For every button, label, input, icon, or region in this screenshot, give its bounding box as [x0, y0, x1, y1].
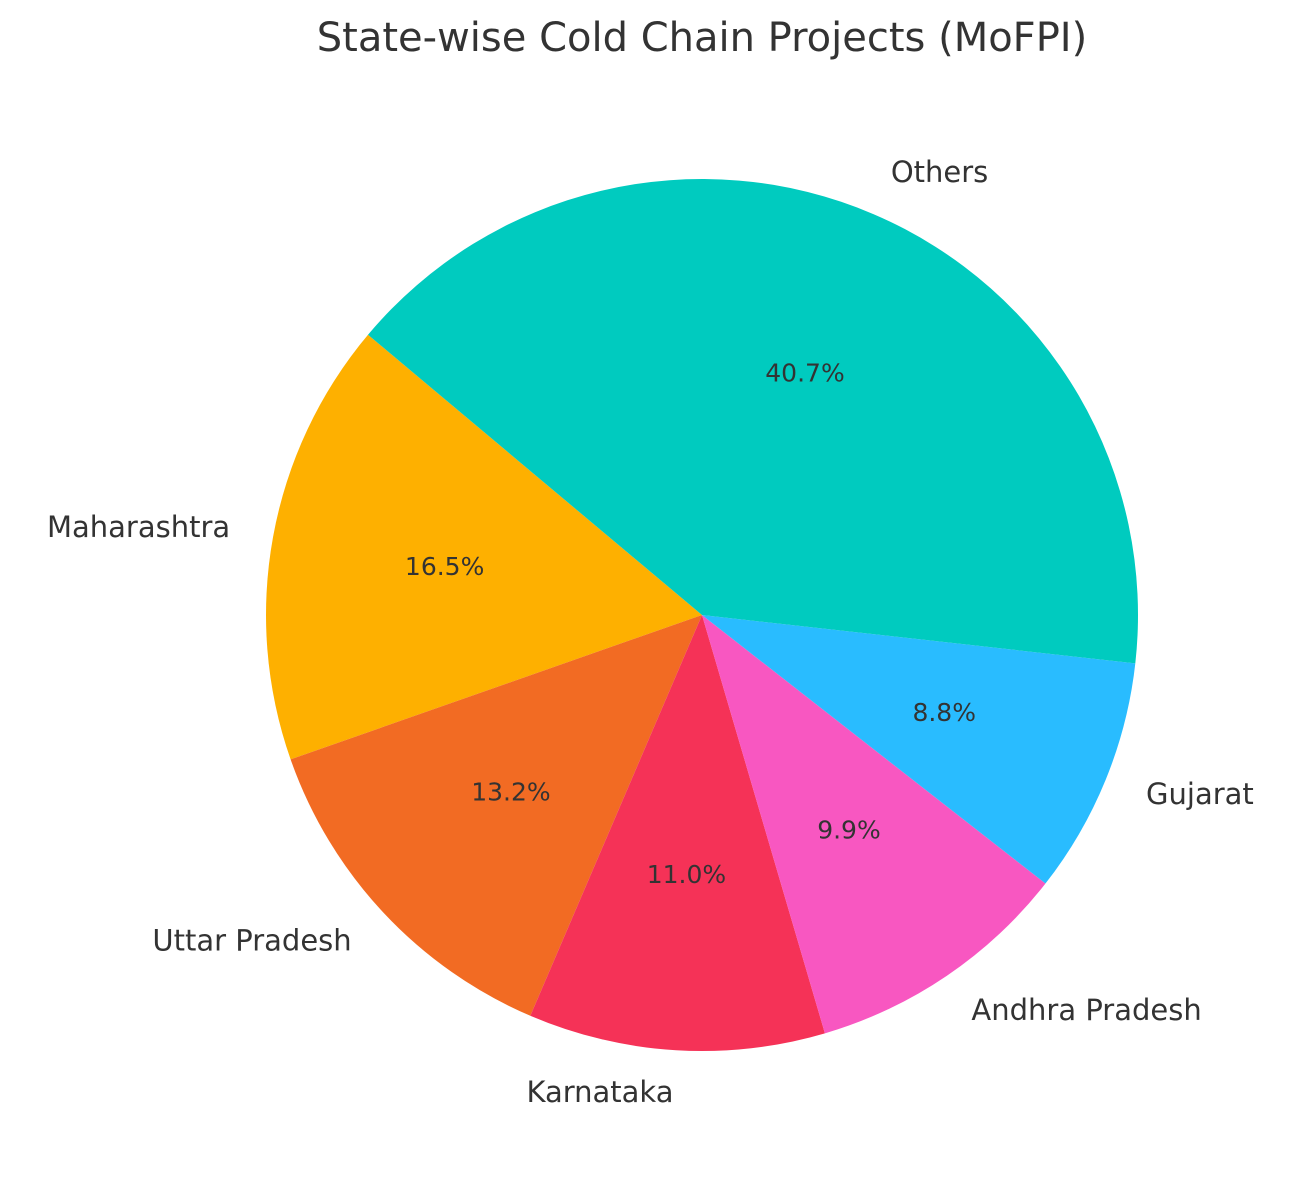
pie-slice: [266, 334, 702, 760]
pie-slice: [290, 615, 702, 1016]
pie-slice: [530, 615, 825, 1051]
pie-slice: [702, 615, 1136, 884]
value-label: 40.7%: [765, 359, 844, 388]
slice-label: Karnataka: [526, 1075, 673, 1109]
pie-slice: [702, 615, 1046, 1034]
slice-label: Gujarat: [1146, 777, 1254, 811]
slice-label: Maharashtra: [47, 510, 230, 544]
pie-slice: [368, 178, 1138, 664]
value-label: 16.5%: [405, 552, 484, 581]
value-label: 11.0%: [647, 860, 726, 889]
value-label: 9.9%: [817, 815, 881, 844]
chart-title: State-wise Cold Chain Projects (MoFPI): [317, 15, 1087, 61]
value-label: 13.2%: [471, 778, 550, 807]
slice-label: Others: [891, 155, 988, 189]
slice-label: Uttar Pradesh: [152, 924, 351, 958]
value-label: 8.8%: [912, 698, 976, 727]
slice-label: Andhra Pradesh: [971, 993, 1201, 1027]
